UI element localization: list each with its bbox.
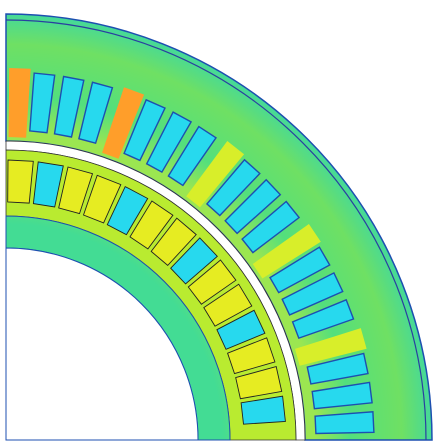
stator-slot (281, 271, 344, 316)
rotor-slot-group (7, 159, 286, 425)
stator-slot (145, 111, 193, 174)
rotor-slot (106, 185, 149, 236)
rotor-bore (5, 247, 199, 441)
stator-tooth (186, 141, 245, 208)
stator-slot (311, 381, 373, 410)
rotor-slot (240, 395, 286, 425)
rotor-slot (150, 217, 197, 267)
stator-tooth (252, 224, 321, 279)
stator-slot (78, 81, 114, 145)
stator-slot (123, 98, 166, 162)
rotor-slot (227, 337, 276, 375)
stator-slot (167, 125, 217, 187)
rotor-slot (32, 161, 64, 208)
stator-slot (314, 411, 375, 435)
stator-slot (269, 246, 331, 294)
stator-slot (291, 298, 355, 339)
stator-tooth (102, 87, 145, 159)
stator-tooth (8, 68, 31, 138)
stator-slot (53, 75, 85, 138)
rotor-slot (7, 159, 34, 204)
stator-slot (241, 200, 301, 254)
stator-slot (29, 72, 56, 134)
stator-tooth (295, 328, 367, 366)
rotor-slot (203, 283, 253, 327)
rotor-slot (170, 237, 218, 285)
rotor-slot (58, 166, 94, 215)
stator-slot (205, 158, 261, 217)
rotor-slot (82, 174, 122, 224)
rotor-slot (235, 366, 283, 400)
stator-slot (306, 352, 369, 385)
stator-slot-group (8, 68, 375, 435)
rotor-slot (187, 259, 237, 305)
rotor-slot (129, 200, 174, 250)
rotor-slot (216, 309, 266, 350)
stator-outer-edge (5, 19, 427, 441)
stator-slot (224, 178, 282, 235)
